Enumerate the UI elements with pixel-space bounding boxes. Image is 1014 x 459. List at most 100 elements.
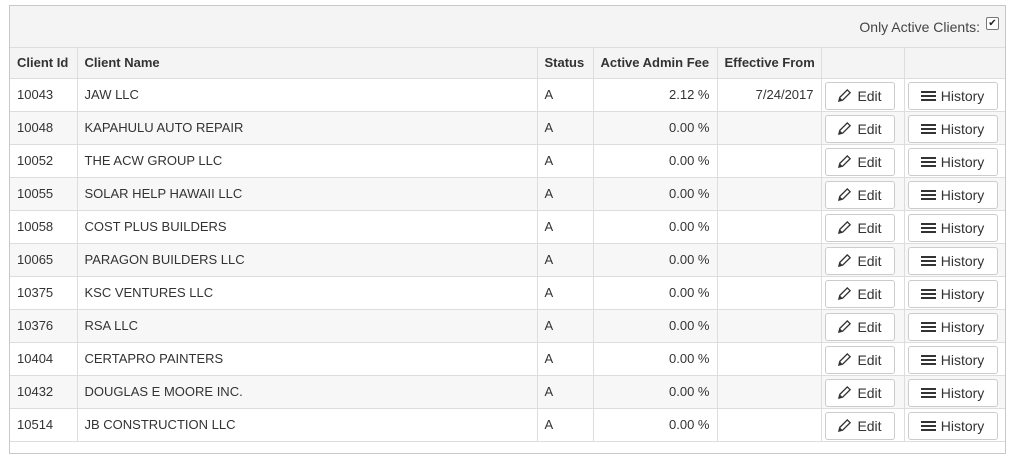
cell-effective-from (717, 408, 822, 442)
history-label: History (940, 186, 985, 203)
cell-effective-from (717, 210, 822, 244)
edit-label: Edit (857, 318, 882, 335)
pencil-icon (838, 253, 852, 268)
history-button[interactable]: History (907, 180, 998, 209)
history-label: History (940, 87, 985, 104)
cell-status: A (537, 375, 594, 409)
edit-button[interactable]: Edit (824, 411, 895, 440)
cell-client-id: 10376 (10, 309, 78, 343)
cell-status: A (537, 276, 594, 310)
cell-edit: Edit (821, 78, 905, 112)
cell-client-id: 10058 (10, 210, 78, 244)
edit-button[interactable]: Edit (824, 81, 895, 110)
history-label: History (940, 417, 985, 434)
cell-edit: Edit (821, 309, 905, 343)
menu-lines-icon (920, 288, 936, 299)
edit-button[interactable]: Edit (824, 114, 895, 143)
menu-lines-icon (920, 156, 936, 167)
cell-status: A (537, 243, 594, 277)
table-row: 10375 KSC VENTURES LLC A 0.00 % Edit His… (10, 276, 1005, 310)
clients-table: Client Id Client Name Status Active Admi… (10, 48, 1005, 442)
pencil-icon (838, 385, 852, 400)
cell-client-name: KAPAHULU AUTO REPAIR (77, 111, 538, 145)
table-body: 10043 JAW LLC A 2.12 % 7/24/2017 Edit Hi… (10, 78, 1005, 442)
cell-client-name: THE ACW GROUP LLC (77, 144, 538, 178)
history-button[interactable]: History (907, 114, 998, 143)
edit-label: Edit (857, 252, 882, 269)
cell-history: History (904, 210, 1005, 244)
clients-panel: Only Active Clients: ✔ Client Id Client … (9, 5, 1006, 454)
cell-status: A (537, 342, 594, 376)
edit-button[interactable]: Edit (824, 213, 895, 242)
history-button[interactable]: History (907, 81, 998, 110)
cell-active-admin-fee: 0.00 % (593, 375, 718, 409)
history-button[interactable]: History (907, 279, 998, 308)
history-label: History (940, 120, 985, 137)
edit-button[interactable]: Edit (824, 246, 895, 275)
header-effective-from: Effective From (717, 48, 822, 79)
cell-status: A (537, 309, 594, 343)
cell-active-admin-fee: 0.00 % (593, 309, 718, 343)
table-row: 10514 JB CONSTRUCTION LLC A 0.00 % Edit … (10, 408, 1005, 442)
history-label: History (940, 285, 985, 302)
cell-active-admin-fee: 0.00 % (593, 177, 718, 211)
menu-lines-icon (920, 222, 936, 233)
history-button[interactable]: History (907, 411, 998, 440)
cell-effective-from (717, 375, 822, 409)
cell-status: A (537, 111, 594, 145)
cell-history: History (904, 78, 1005, 112)
cell-client-name: CERTAPRO PAINTERS (77, 342, 538, 376)
cell-active-admin-fee: 0.00 % (593, 342, 718, 376)
history-button[interactable]: History (907, 378, 998, 407)
cell-history: History (904, 309, 1005, 343)
edit-button[interactable]: Edit (824, 312, 895, 341)
edit-label: Edit (857, 153, 882, 170)
pencil-icon (838, 319, 852, 334)
pencil-icon (838, 187, 852, 202)
cell-client-name: KSC VENTURES LLC (77, 276, 538, 310)
history-label: History (940, 351, 985, 368)
history-button[interactable]: History (907, 147, 998, 176)
edit-label: Edit (857, 384, 882, 401)
cell-status: A (537, 177, 594, 211)
table-row: 10052 THE ACW GROUP LLC A 0.00 % Edit Hi… (10, 144, 1005, 178)
header-status: Status (537, 48, 594, 79)
cell-effective-from (717, 243, 822, 277)
cell-history: History (904, 408, 1005, 442)
cell-client-id: 10065 (10, 243, 78, 277)
cell-active-admin-fee: 0.00 % (593, 276, 718, 310)
filter-bar: Only Active Clients: ✔ (10, 6, 1005, 48)
cell-edit: Edit (821, 408, 905, 442)
edit-label: Edit (857, 87, 882, 104)
edit-button[interactable]: Edit (824, 345, 895, 374)
edit-label: Edit (857, 285, 882, 302)
cell-edit: Edit (821, 375, 905, 409)
cell-status: A (537, 78, 594, 112)
history-button[interactable]: History (907, 213, 998, 242)
history-button[interactable]: History (907, 312, 998, 341)
cell-client-name: JAW LLC (77, 78, 538, 112)
cell-client-name: COST PLUS BUILDERS (77, 210, 538, 244)
history-button[interactable]: History (907, 246, 998, 275)
active-clients-checkbox[interactable]: ✔ (986, 17, 999, 30)
history-label: History (940, 219, 985, 236)
edit-button[interactable]: Edit (824, 279, 895, 308)
cell-client-id: 10055 (10, 177, 78, 211)
edit-button[interactable]: Edit (824, 180, 895, 209)
cell-history: History (904, 276, 1005, 310)
cell-history: History (904, 243, 1005, 277)
cell-edit: Edit (821, 243, 905, 277)
menu-lines-icon (920, 90, 936, 101)
cell-history: History (904, 177, 1005, 211)
cell-status: A (537, 408, 594, 442)
cell-history: History (904, 111, 1005, 145)
edit-button[interactable]: Edit (824, 147, 895, 176)
cell-client-name: DOUGLAS E MOORE INC. (77, 375, 538, 409)
menu-lines-icon (920, 420, 936, 431)
table-row: 10376 RSA LLC A 0.00 % Edit History (10, 309, 1005, 343)
menu-lines-icon (920, 354, 936, 365)
pencil-icon (838, 88, 852, 103)
history-button[interactable]: History (907, 345, 998, 374)
edit-button[interactable]: Edit (824, 378, 895, 407)
cell-edit: Edit (821, 210, 905, 244)
